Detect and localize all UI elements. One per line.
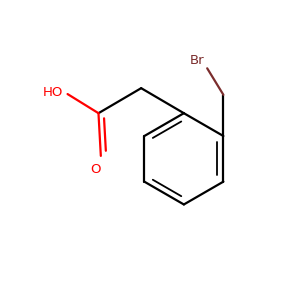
Text: O: O [90,163,101,176]
Text: Br: Br [190,54,204,67]
Text: HO: HO [43,86,63,99]
